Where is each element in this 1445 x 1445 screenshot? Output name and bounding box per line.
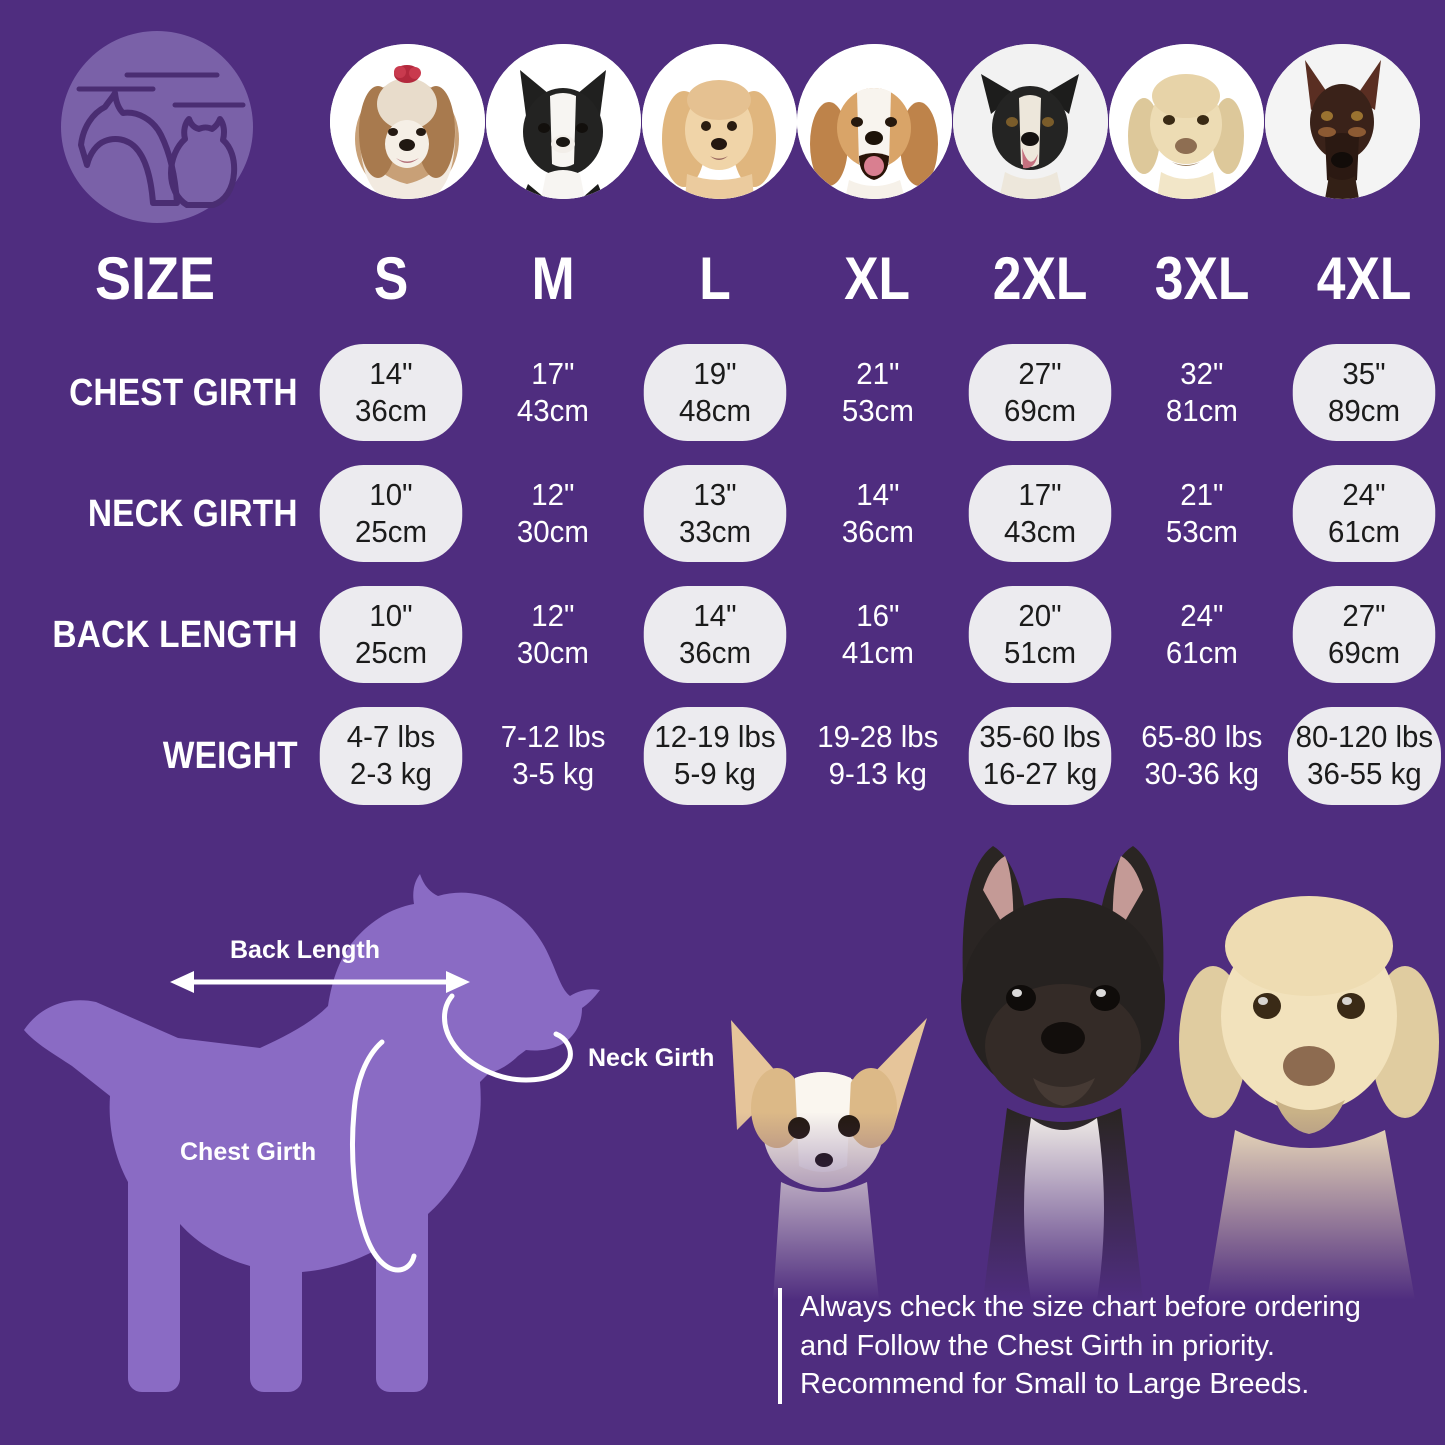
cell-weight-m: 7-12 lbs 3-5 kg xyxy=(500,719,606,792)
cell-weight-xl: 19-28 lbs 9-13 kg xyxy=(816,719,939,792)
neck-girth-indicator xyxy=(442,993,573,1083)
note-text: Always check the size chart before order… xyxy=(800,1291,1361,1401)
cell-chest-4xl: 35" 89cm xyxy=(1283,344,1445,442)
border-collie-photo xyxy=(953,44,1109,199)
cell-back-2xl: 20" 51cm xyxy=(959,586,1121,684)
note-divider-bar xyxy=(778,1288,782,1404)
cell-neck-l: 13" 33cm xyxy=(634,465,796,563)
row-label-chest-girth: CHEST GIRTH xyxy=(69,371,298,414)
cell-weight-s: 4-7 lbs 2-3 kg xyxy=(310,707,472,805)
size-header-2xl: 2XL xyxy=(992,245,1087,312)
size-header-3xl: 3XL xyxy=(1154,245,1250,312)
chest-girth-indicator xyxy=(350,1039,417,1273)
cell-chest-3xl: 32" 81cm xyxy=(1165,356,1238,428)
row-label-neck-girth: NECK GIRTH xyxy=(87,492,298,535)
cell-neck-xl: 14" 36cm xyxy=(841,477,914,549)
cell-back-3xl: 24" 61cm xyxy=(1165,598,1238,670)
cell-chest-s: 14" 36cm xyxy=(310,344,472,442)
cell-weight-l: 12-19 lbs 5-9 kg xyxy=(634,707,796,805)
table-row-weight: WEIGHT 4-7 lbs 2-3 kg 7-12 lbs 3-5 kg 12-1… xyxy=(0,707,1445,805)
breed-photo-doberman xyxy=(1264,44,1420,199)
dog-cat-circle-logo-icon xyxy=(61,31,253,223)
breed-photo-border-collie xyxy=(953,44,1109,199)
labrador-photo xyxy=(1109,44,1265,199)
cell-chest-m: 17" 43cm xyxy=(517,356,590,428)
size-corner-label: SIZE xyxy=(94,245,216,312)
row-label-weight: WEIGHT xyxy=(162,735,298,778)
shih-tzu-photo xyxy=(330,44,485,199)
cell-chest-l: 19" 48cm xyxy=(634,344,796,442)
breed-photo-cocker-spaniel xyxy=(641,44,797,199)
table-row-neck-girth: NECK GIRTH 10" 25cm 12" 30cm 13" 33cm 14" 36… xyxy=(0,465,1445,563)
size-header-4xl: 4XL xyxy=(1316,245,1412,312)
size-header-s: S xyxy=(373,245,409,312)
size-header-l: L xyxy=(699,245,732,312)
dog-measurement-illustration: Back Length Neck Girth Chest Girth xyxy=(24,874,714,1392)
doberman-photo xyxy=(1264,44,1420,199)
table-row-back-length: BACK LENGTH 10" 25cm 12" 30cm 14" 36cm 16" 4… xyxy=(0,586,1445,684)
cell-chest-2xl: 27" 69cm xyxy=(959,344,1121,442)
size-header-xl: XL xyxy=(844,245,911,312)
boston-terrier-photo xyxy=(485,44,641,199)
back-length-label: Back Length xyxy=(230,936,380,964)
cell-neck-4xl: 24" 61cm xyxy=(1283,465,1445,563)
breed-photo-boston-terrier xyxy=(485,44,641,199)
cell-chest-xl: 21" 53cm xyxy=(841,356,914,428)
cell-weight-3xl: 65-80 lbs 30-36 kg xyxy=(1141,719,1263,792)
breed-photo-labrador xyxy=(1109,44,1265,199)
measurement-diagram: Back Length Neck Girth Chest Girth xyxy=(10,830,750,1430)
neck-girth-label: Neck Girth xyxy=(588,1044,714,1072)
chest-girth-label: Chest Girth xyxy=(180,1138,316,1166)
row-label-back-length: BACK LENGTH xyxy=(52,613,298,656)
three-dogs-photo xyxy=(715,830,1445,1300)
size-header-m: M xyxy=(531,245,575,312)
breed-photo-row xyxy=(330,44,1420,202)
cell-neck-m: 12" 30cm xyxy=(517,477,590,549)
cell-neck-s: 10" 25cm xyxy=(310,465,472,563)
cell-back-s: 10" 25cm xyxy=(310,586,472,684)
cell-back-l: 14" 36cm xyxy=(634,586,796,684)
beagle-photo xyxy=(797,44,953,199)
cell-neck-3xl: 21" 53cm xyxy=(1165,477,1238,549)
cell-weight-4xl: 80-120 lbs 36-55 kg xyxy=(1283,707,1445,805)
table-header-row: SIZE S M L XL 2XL 3XL 4XL xyxy=(0,236,1445,322)
cell-back-4xl: 27" 69cm xyxy=(1283,586,1445,684)
breed-photo-shih-tzu xyxy=(330,44,485,199)
bottom-dog-photos xyxy=(715,830,1445,1300)
brand-logo xyxy=(57,27,257,227)
back-length-indicator xyxy=(170,971,470,993)
size-note: Always check the size chart before order… xyxy=(778,1288,1361,1404)
cell-neck-2xl: 17" 43cm xyxy=(959,465,1121,563)
cell-back-xl: 16" 41cm xyxy=(841,598,914,670)
size-table: SIZE S M L XL 2XL 3XL 4XL CHEST GIRTH 14… xyxy=(0,236,1445,805)
cocker-spaniel-photo xyxy=(641,44,797,199)
breed-photo-beagle xyxy=(797,44,953,199)
cell-weight-2xl: 35-60 lbs 16-27 kg xyxy=(959,707,1121,805)
cell-back-m: 12" 30cm xyxy=(517,598,590,670)
table-row-chest-girth: CHEST GIRTH 14" 36cm 17" 43cm 19" 48cm 21" 5… xyxy=(0,344,1445,442)
size-header-cells: S M L XL 2XL 3XL 4XL xyxy=(310,249,1445,309)
dog-side-silhouette-icon xyxy=(24,874,600,1392)
